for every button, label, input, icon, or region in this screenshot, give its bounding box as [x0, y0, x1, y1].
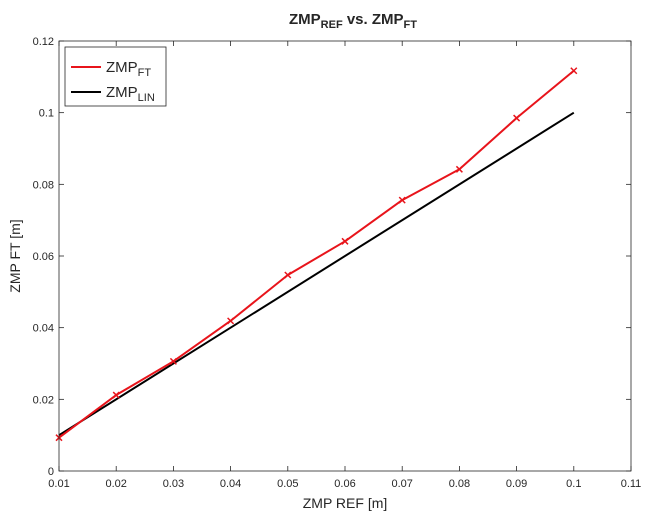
x-tick-label: 0.01 — [48, 478, 69, 490]
x-tick-label: 0.02 — [105, 478, 126, 490]
legend-box — [64, 46, 167, 107]
x-tick-label: 0.1 — [566, 478, 581, 490]
legend: ZMPFT ZMPLIN — [64, 46, 167, 107]
x-tick-label: 0.09 — [506, 478, 527, 490]
y-tick-label: 0.08 — [33, 179, 54, 191]
x-tick-label: 0.08 — [449, 478, 470, 490]
series-line-1 — [58, 111, 575, 437]
y-tick-label: 0.02 — [33, 394, 54, 406]
y-tick-label: 0 — [48, 466, 54, 478]
data-point-marker — [341, 237, 349, 245]
data-point-marker — [570, 67, 578, 75]
axes-box — [58, 40, 632, 472]
legend-label-zmp-ft: ZMPFT — [106, 59, 151, 79]
y-tick-label: 0.06 — [33, 251, 54, 263]
y-axis-label: ZMP FT [m] — [7, 219, 23, 292]
data-point-marker — [284, 271, 292, 279]
x-tick-label: 0.06 — [334, 478, 355, 490]
data-point-marker — [513, 114, 521, 122]
data-point-marker — [169, 357, 177, 365]
chart-title: ZMPREF vs. ZMPFT — [289, 11, 417, 31]
x-tick-label: 0.03 — [163, 478, 184, 490]
x-tick-label: 0.07 — [391, 478, 412, 490]
y-tick-label: 0.1 — [39, 108, 54, 120]
x-axis-label: ZMP REF [m] — [303, 495, 388, 511]
x-tick-label: 0.04 — [220, 478, 241, 490]
y-tick-label: 0.04 — [33, 323, 54, 335]
x-tick-label: 0.11 — [621, 478, 642, 490]
data-point-marker — [455, 165, 463, 173]
data-point-marker — [398, 196, 406, 204]
legend-label-zmp-lin: ZMPLIN — [106, 84, 155, 104]
series-line-0 — [58, 69, 575, 439]
data-point-marker — [112, 391, 120, 399]
data-point-marker — [227, 317, 235, 325]
y-tick-label: 0.12 — [33, 36, 54, 48]
x-tick-label: 0.05 — [277, 478, 298, 490]
